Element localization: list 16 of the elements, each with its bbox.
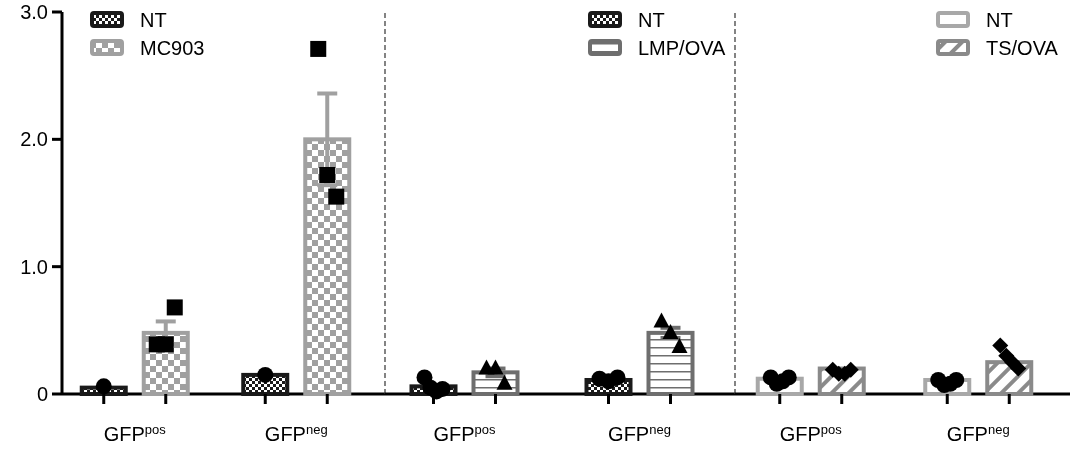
y-tick-label: 2.0 xyxy=(20,128,48,151)
legend-label: NT xyxy=(140,9,167,31)
x-tick-label: GFP$^{neg}$ xyxy=(264,421,328,445)
x-tick-label: GFP$^{neg}$ xyxy=(946,421,1010,445)
x-tick-label: GFP$^{pos}$ xyxy=(433,421,497,445)
legend-label: LMP/OVA xyxy=(638,37,727,59)
y-tick-label: 0 xyxy=(36,383,48,405)
y-tick-label: 3.0 xyxy=(20,1,48,23)
legend-label: NT xyxy=(986,9,1013,31)
x-tick-label: GFP$^{neg}$ xyxy=(608,421,671,445)
legend-label: TS/OVA xyxy=(986,37,1059,59)
y-tick-label: 1.0 xyxy=(20,255,48,278)
x-tick-label: GFP$^{pos}$ xyxy=(103,421,167,445)
x-tick-label: GFP$^{pos}$ xyxy=(779,421,843,445)
legend-label: MC903 xyxy=(140,37,205,59)
legend-label: NT xyxy=(638,9,665,31)
